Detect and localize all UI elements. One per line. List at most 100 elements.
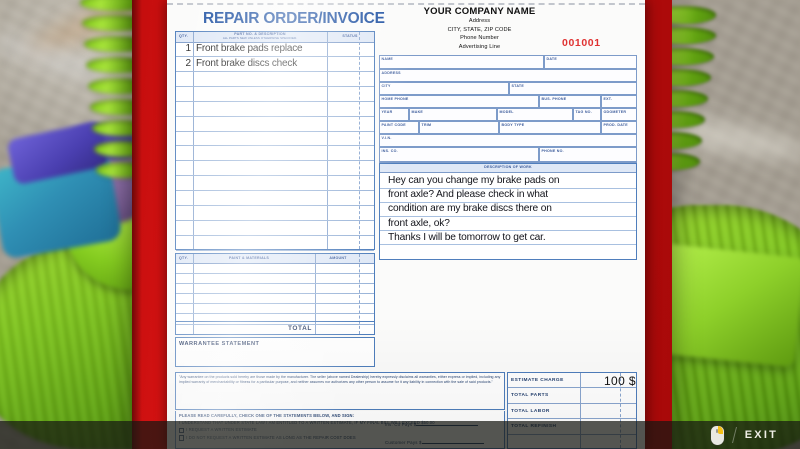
form-field-label: HOME PHONE bbox=[381, 96, 409, 101]
parts-header-qty: QTY. bbox=[179, 34, 188, 38]
clipboard-edge-shadow bbox=[132, 0, 142, 449]
company-advertising-line: Advertising Line bbox=[458, 43, 501, 50]
parts-col-divider bbox=[193, 32, 194, 249]
form-field-label: PAINT CODE bbox=[381, 122, 406, 127]
parts-col-divider bbox=[327, 32, 328, 249]
form-field-label: V.I.N. bbox=[381, 135, 392, 140]
totals-row-label: ESTIMATE CHARGE bbox=[511, 378, 564, 383]
row-description: Front brake discs check bbox=[196, 57, 297, 69]
paint-header-qty: QTY. bbox=[179, 255, 188, 260]
table-row[interactable] bbox=[176, 161, 374, 177]
exit-label: EXIT bbox=[744, 429, 778, 441]
repair-order-form[interactable]: REPAIR ORDER/INVOICE YOUR COMPANY NAME A… bbox=[167, 0, 645, 449]
table-row[interactable] bbox=[176, 314, 374, 325]
table-row[interactable] bbox=[176, 146, 374, 162]
row-description: Front brake pads replace bbox=[196, 43, 303, 54]
form-field-state[interactable]: STATE bbox=[509, 82, 637, 95]
table-row[interactable] bbox=[176, 102, 374, 117]
parts-table[interactable]: QTY. PART NO. & DESCRIPTION All parts ne… bbox=[175, 31, 375, 251]
description-line: front axle, ok? bbox=[388, 217, 450, 229]
parts-table-header: QTY. PART NO. & DESCRIPTION All parts ne… bbox=[176, 32, 374, 43]
parts-header-description-sub: All parts new unless otherwise specified… bbox=[222, 35, 298, 40]
table-row[interactable] bbox=[176, 176, 374, 192]
form-field-phone-no[interactable]: PHONE NO. bbox=[539, 147, 637, 162]
table-row[interactable] bbox=[176, 263, 374, 274]
description-of-work-header: DESCRIPTION OF WORK bbox=[380, 164, 636, 173]
form-field-prod-date[interactable]: PROD. DATE bbox=[601, 121, 637, 134]
form-field-v-i-n[interactable]: V.I.N. bbox=[379, 134, 637, 147]
disclaimer-text: "Any warrantee on the products sold here… bbox=[179, 375, 501, 385]
totals-row[interactable]: ESTIMATE CHARGE 100 $ bbox=[508, 373, 636, 389]
totals-row[interactable]: TOTAL LABOR bbox=[508, 404, 636, 420]
form-field-name[interactable]: NAME bbox=[379, 55, 544, 69]
table-row[interactable] bbox=[176, 117, 374, 132]
ruled-line bbox=[380, 216, 636, 217]
form-field-label: PHONE NO. bbox=[541, 148, 564, 153]
invoice-number: 001001 bbox=[562, 37, 601, 49]
totals-row-value: 100 $ bbox=[603, 374, 636, 388]
form-field-body-type[interactable]: BODY TYPE bbox=[499, 121, 601, 134]
form-field-address[interactable]: ADDRESS bbox=[379, 69, 637, 82]
form-field-home-phone[interactable]: HOME PHONE bbox=[379, 95, 539, 108]
form-field-label: TRIM bbox=[421, 122, 432, 127]
table-row[interactable] bbox=[176, 293, 374, 305]
table-row[interactable] bbox=[176, 72, 374, 87]
hud-bar: EXIT bbox=[0, 421, 800, 449]
form-field-ext[interactable]: EXT. bbox=[601, 95, 637, 108]
form-field-label: PROD. DATE bbox=[603, 122, 628, 127]
form-field-label: NAME bbox=[381, 56, 394, 61]
form-field-label: DATE bbox=[546, 56, 558, 61]
form-field-model[interactable]: MODEL bbox=[497, 108, 573, 121]
table-row[interactable] bbox=[176, 303, 374, 315]
form-field-bus-phone[interactable]: BUS. PHONE bbox=[539, 95, 601, 108]
table-row[interactable] bbox=[176, 191, 374, 206]
form-field-tag-no[interactable]: TAG NO. bbox=[573, 108, 601, 121]
warrantee-statement-box[interactable]: WARRANTEE STATEMENT bbox=[175, 337, 375, 367]
paint-materials-table[interactable]: QTY. PAINT & MATERIALS AMOUNT TOTAL bbox=[175, 253, 375, 335]
company-city-state-zip: CITY, STATE, ZIP CODE bbox=[447, 26, 512, 33]
table-row[interactable]: 1 Front brake pads replace bbox=[176, 42, 374, 57]
table-row[interactable] bbox=[176, 206, 374, 221]
table-row[interactable] bbox=[176, 283, 374, 295]
totals-row-label: TOTAL PARTS bbox=[511, 393, 549, 399]
paint-header-materials: PAINT & MATERIALS bbox=[228, 255, 270, 260]
form-field-label: MAKE bbox=[411, 109, 424, 114]
description-of-work-box[interactable]: DESCRIPTION OF WORK Hey can you change m… bbox=[379, 163, 637, 260]
totals-col-divider bbox=[620, 373, 621, 448]
ruled-line bbox=[380, 244, 636, 245]
description-line: Thanks I will be tomorrow to get car. bbox=[388, 231, 546, 243]
form-field-label: TAG NO. bbox=[575, 109, 592, 114]
form-field-year[interactable]: YEAR bbox=[379, 108, 409, 121]
form-field-paint-code[interactable]: PAINT CODE bbox=[379, 121, 419, 134]
table-row[interactable] bbox=[176, 87, 374, 102]
form-field-odometer[interactable]: ODOMETER bbox=[601, 108, 637, 121]
paint-table-header: QTY. PAINT & MATERIALS AMOUNT bbox=[176, 254, 374, 264]
form-field-label: INS. CO. bbox=[381, 148, 398, 153]
form-field-label: EXT. bbox=[603, 96, 613, 101]
totals-row[interactable]: TOTAL PARTS bbox=[508, 388, 636, 404]
form-field-date[interactable]: DATE bbox=[544, 55, 637, 69]
description-line: Hey can you change my brake pads on bbox=[388, 175, 560, 186]
paint-total-row: TOTAL bbox=[176, 321, 374, 334]
description-of-work-header-label: DESCRIPTION OF WORK bbox=[484, 165, 532, 170]
paint-header-amount: AMOUNT bbox=[329, 255, 347, 260]
description-line: front axle? And please check in what bbox=[388, 189, 548, 201]
description-line: condition are my brake discs there on bbox=[388, 203, 552, 215]
table-row[interactable] bbox=[176, 273, 374, 285]
table-row[interactable] bbox=[176, 221, 374, 236]
form-field-ins-co[interactable]: INS. CO. bbox=[379, 147, 539, 162]
parts-header-description: PART NO. & DESCRIPTION All parts new unl… bbox=[194, 32, 326, 40]
row-qty: 1 bbox=[185, 43, 191, 54]
ruled-line bbox=[380, 202, 636, 203]
table-row[interactable] bbox=[176, 131, 374, 147]
table-row[interactable] bbox=[176, 236, 374, 251]
totals-row-label: TOTAL LABOR bbox=[511, 408, 550, 414]
form-field-label: CITY bbox=[381, 83, 391, 88]
form-field-trim[interactable]: TRIM bbox=[419, 121, 499, 134]
form-field-make[interactable]: MAKE bbox=[409, 108, 497, 121]
table-row[interactable]: 2 Front brake discs check bbox=[176, 57, 374, 72]
form-field-city[interactable]: CITY bbox=[379, 82, 509, 95]
exit-control[interactable]: EXIT bbox=[710, 421, 778, 449]
parts-header-description-text: PART NO. & DESCRIPTION bbox=[234, 32, 286, 37]
